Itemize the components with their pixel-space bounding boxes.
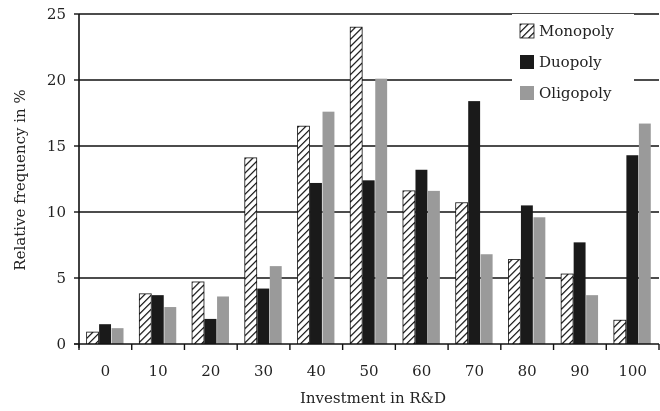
bar-oligopoly-20 [217,296,229,344]
x-tick-label: 90 [570,362,589,380]
x-tick-label: 40 [307,362,326,380]
bar-duopoly-0 [99,324,112,344]
y-tick-label: 10 [47,203,66,221]
bar-monopoly-90 [560,273,574,345]
x-tick-label: 0 [101,362,111,380]
x-tick-label: 50 [359,362,378,380]
bar-oligopoly-100 [638,123,651,344]
bar-monopoly-20 [191,281,205,345]
bar-oligopoly-50 [375,78,388,345]
axes [74,13,660,350]
bar-duopoly-50 [362,180,375,344]
bar-duopoly-20 [204,318,217,344]
x-tick-label: 70 [465,362,484,380]
y-tick-label: 25 [47,5,66,23]
legend-swatch-oligopoly [520,86,534,100]
bar-duopoly-60 [415,169,428,344]
bar-monopoly-80 [508,259,521,345]
bar-duopoly-40 [310,182,322,344]
bar-duopoly-80 [520,205,533,344]
legend-label-duopoly: Duopoly [539,53,602,71]
bar-oligopoly-10 [164,307,177,344]
bar-oligopoly-40 [322,111,335,345]
y-tick-label: 0 [56,335,66,353]
x-tick-label: 10 [149,362,168,380]
x-tick-label: 80 [518,362,537,380]
legend-label-monopoly: Monopoly [539,22,615,40]
bar-duopoly-30 [257,288,270,344]
y-axis-title: Relative frequency in % [11,89,29,270]
legend-swatch-duopoly [520,55,534,69]
y-tick-label: 5 [56,269,66,287]
bar-monopoly-50 [349,26,363,345]
bar-monopoly-30 [244,157,258,345]
bar-duopoly-100 [626,155,639,344]
y-tick-label: 20 [47,71,66,89]
bar-monopoly-60 [402,190,416,345]
bar-monopoly-100 [613,319,627,345]
bar-oligopoly-0 [111,328,124,344]
bar-duopoly-10 [151,295,164,344]
bar-oligopoly-80 [533,217,546,344]
bar-oligopoly-60 [427,190,440,344]
bar-oligopoly-70 [480,254,493,344]
bar-monopoly-0 [86,331,99,345]
tick-labels: 0 5 10 15 20 25 0 10 20 30 40 50 60 70 80 90 100 [47,5,647,380]
legend: Monopoly Duopoly Oligopoly [512,14,634,109]
x-tick-label: 100 [618,362,647,380]
bar-oligopoly-30 [269,266,282,344]
bar-monopoly-40 [297,125,310,345]
x-tick-label: 30 [254,362,273,380]
bars [86,26,651,345]
bar-duopoly-90 [573,242,586,344]
x-tick-label: 20 [201,362,220,380]
bar-monopoly-70 [455,202,469,345]
legend-swatch-monopoly [519,23,535,39]
bar-duopoly-70 [468,101,481,345]
legend-label-oligopoly: Oligopoly [539,84,612,102]
y-tick-label: 15 [47,137,66,155]
x-axis-title: Investment in R&D [300,389,446,407]
bar-oligopoly-90 [586,295,599,344]
x-tick-label: 60 [412,362,431,380]
bar-monopoly-10 [138,293,152,345]
